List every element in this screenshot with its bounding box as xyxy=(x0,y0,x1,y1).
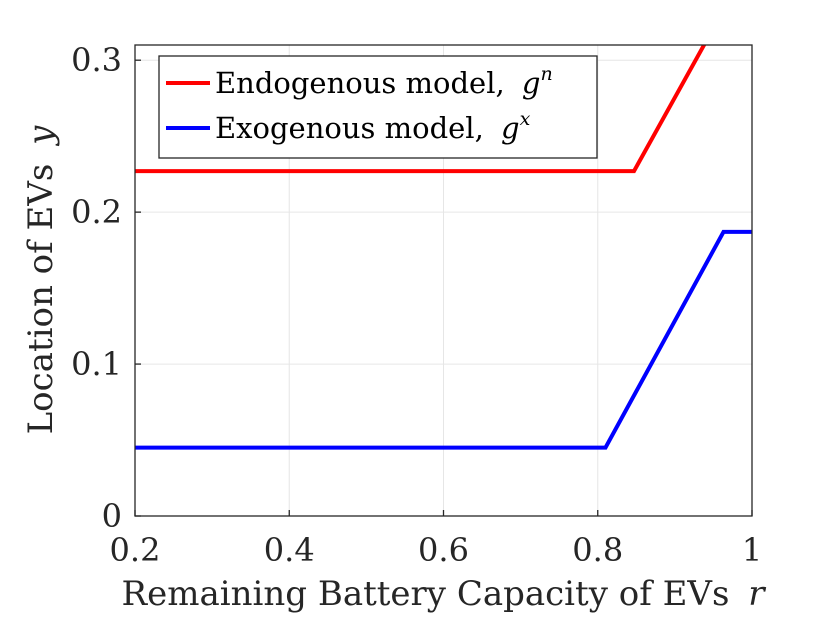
x-tick-label: 0.6 xyxy=(418,531,469,569)
y-tick-label: 0.3 xyxy=(71,41,122,79)
x-tick-label: 0.2 xyxy=(110,531,161,569)
x-tick-label: 0.4 xyxy=(264,531,315,569)
series-line-endogenous xyxy=(135,45,707,174)
legend-box xyxy=(158,55,598,159)
legend-label-exogenous: Exogenous model, gx xyxy=(215,108,531,145)
legend-label-endogenous: Endogenous model, gn xyxy=(215,63,553,100)
x-tick-label: 0.8 xyxy=(572,531,623,569)
x-axis-label: Remaining Battery Capacity of EVs r xyxy=(122,574,767,614)
series-line-exogenous xyxy=(135,229,752,450)
series-group xyxy=(135,45,752,450)
ticks: 0.2 0.4 0.6 0.8 1 0 0.1 0.2 0.3 xyxy=(71,41,762,569)
y-tick-label: 0.2 xyxy=(71,193,122,231)
y-tick-label: 0 xyxy=(102,497,122,535)
x-tick-label: 1 xyxy=(742,531,762,569)
y-tick-label: 0.1 xyxy=(71,345,122,383)
legend: Endogenous model, gn Exogenous model, gx xyxy=(158,55,598,159)
y-axis-label: Location of EVs y xyxy=(21,125,61,435)
